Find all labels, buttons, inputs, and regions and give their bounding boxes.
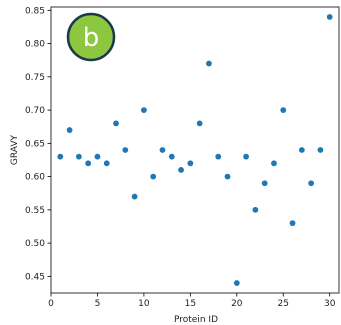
y-tick-label: 0.80 xyxy=(25,40,45,50)
data-point xyxy=(326,14,333,20)
y-axis-ticks: 0.45 0.50 0.55 0.60 0.65 0.70 0.75 0.80 0.85 xyxy=(25,6,51,282)
badge-circle xyxy=(66,12,116,62)
data-point xyxy=(196,120,203,127)
x-tick-label: 15 xyxy=(185,299,196,309)
data-point xyxy=(159,147,166,153)
y-tick-label: 0.55 xyxy=(25,206,45,216)
y-tick-label: 0.85 xyxy=(25,6,45,16)
y-axis-label: GRAVY xyxy=(10,134,20,165)
data-point xyxy=(75,153,82,160)
data-point xyxy=(233,280,240,286)
x-tick-label: 20 xyxy=(231,299,243,309)
y-tick-label: 0.75 xyxy=(25,73,45,83)
y-tick-label: 0.70 xyxy=(25,106,45,116)
data-point xyxy=(252,206,259,213)
data-point xyxy=(103,160,110,167)
data-point xyxy=(298,147,305,153)
data-point xyxy=(131,193,138,200)
y-tick-label: 0.45 xyxy=(25,272,45,282)
x-axis-ticks: 0 5 10 15 20 25 30 xyxy=(48,293,336,309)
data-point xyxy=(150,173,157,180)
data-point xyxy=(308,180,315,187)
data-point xyxy=(206,60,212,67)
y-tick-label: 0.50 xyxy=(25,239,45,249)
data-point xyxy=(94,153,101,160)
data-point xyxy=(85,160,92,167)
x-tick-label: 10 xyxy=(138,299,150,309)
data-point xyxy=(261,180,268,187)
data-point xyxy=(224,173,231,180)
data-point xyxy=(243,153,249,160)
data-point xyxy=(317,147,324,153)
data-point xyxy=(215,153,222,160)
x-axis-label: Protein ID xyxy=(174,315,218,325)
x-tick-label: 30 xyxy=(324,299,336,309)
data-point xyxy=(66,127,73,133)
data-point xyxy=(187,160,194,167)
data-point xyxy=(280,107,287,113)
panel-badge: b xyxy=(66,12,116,62)
data-point xyxy=(57,153,64,160)
y-tick-label: 0.60 xyxy=(25,173,45,183)
x-tick-label: 5 xyxy=(95,299,101,309)
x-tick-label: 25 xyxy=(278,299,289,309)
data-point xyxy=(271,160,277,167)
data-point xyxy=(168,153,175,160)
y-tick-label: 0.65 xyxy=(25,139,45,149)
data-point xyxy=(178,167,184,173)
data-point xyxy=(141,107,147,113)
badge-letter: b xyxy=(83,23,100,53)
plot-area: 0 5 10 15 20 25 30 0.45 0.50 0.55 0.60 0.65 0.70 0.7… xyxy=(25,6,340,309)
data-point xyxy=(122,147,129,153)
x-tick-label: 0 xyxy=(48,299,54,309)
data-point xyxy=(113,120,119,127)
plot-frame xyxy=(50,6,340,294)
data-point xyxy=(289,220,296,227)
data-points xyxy=(57,14,333,286)
